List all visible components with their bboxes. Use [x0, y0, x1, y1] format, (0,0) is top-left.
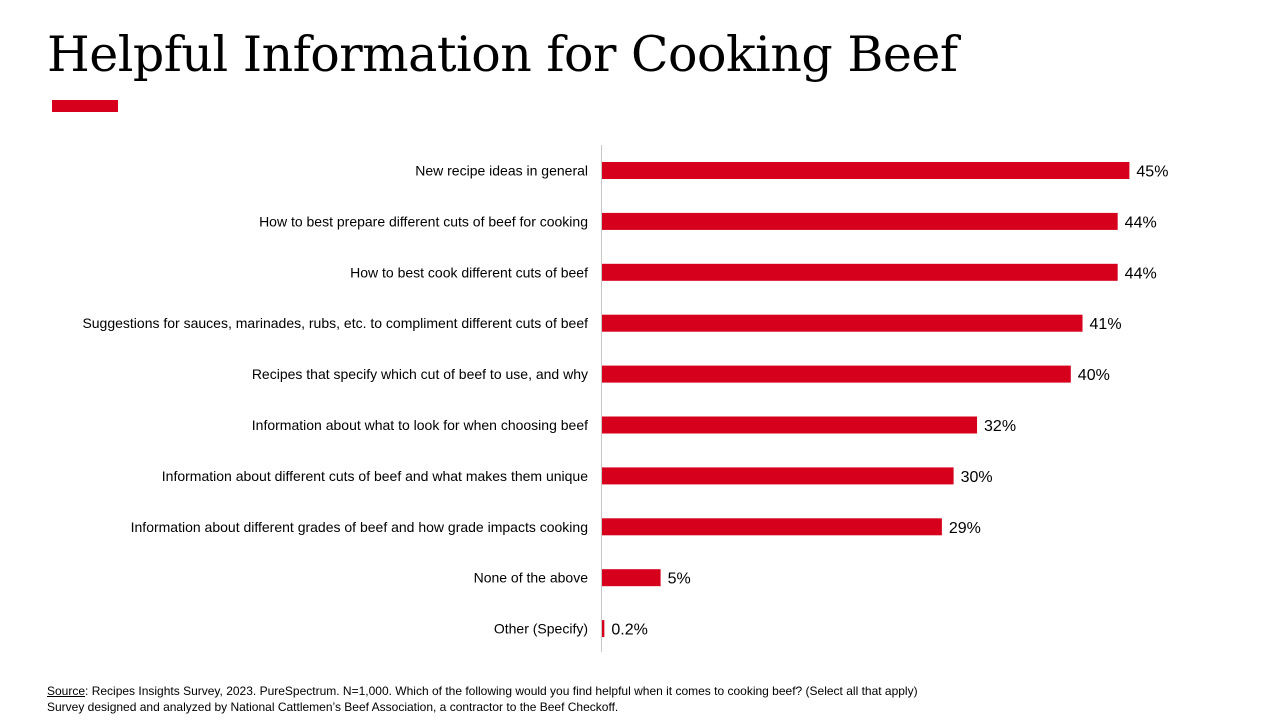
- data-label: 44%: [1125, 214, 1157, 231]
- bar: [602, 263, 1118, 281]
- page-title: Helpful Information for Cooking Beef: [47, 26, 958, 83]
- category-label: Information about different grades of be…: [131, 519, 588, 535]
- data-label: 5%: [668, 571, 691, 588]
- bar: [602, 467, 954, 485]
- bar: [602, 620, 605, 638]
- category-label: None of the above: [474, 570, 589, 586]
- bar: [602, 518, 942, 536]
- credit-line: Survey designed and analyzed by National…: [47, 700, 619, 714]
- bar: [602, 416, 978, 434]
- bar: [602, 314, 1083, 332]
- data-label: 0.2%: [611, 622, 647, 639]
- footer: Source: Recipes Insights Survey, 2023. P…: [47, 683, 918, 715]
- bar: [602, 212, 1118, 230]
- source-text: : Recipes Insights Survey, 2023. PureSpe…: [85, 684, 918, 698]
- category-label: Information about what to look for when …: [252, 417, 588, 433]
- title-accent-bar: [52, 100, 118, 112]
- data-label: 41%: [1090, 316, 1122, 333]
- bar: [602, 365, 1071, 383]
- category-label: How to best prepare different cuts of be…: [259, 213, 588, 229]
- bar: [602, 162, 1130, 179]
- category-label: Information about different cuts of beef…: [162, 468, 588, 484]
- category-label: How to best cook different cuts of beef: [350, 264, 588, 280]
- data-label: 30%: [961, 469, 993, 486]
- source-line: Source: Recipes Insights Survey, 2023. P…: [47, 683, 918, 699]
- category-label: Recipes that specify which cut of beef t…: [252, 366, 588, 382]
- data-label: 45%: [1136, 164, 1168, 181]
- category-label: New recipe ideas in general: [415, 163, 588, 179]
- data-label: 40%: [1078, 367, 1110, 384]
- data-label: 32%: [984, 418, 1016, 435]
- source-label: Source: [47, 684, 86, 698]
- category-label: Other (Specify): [494, 621, 588, 637]
- data-label: 29%: [949, 520, 981, 537]
- category-label: Suggestions for sauces, marinades, rubs,…: [82, 315, 588, 331]
- bar: [602, 569, 661, 587]
- data-label: 44%: [1125, 265, 1157, 282]
